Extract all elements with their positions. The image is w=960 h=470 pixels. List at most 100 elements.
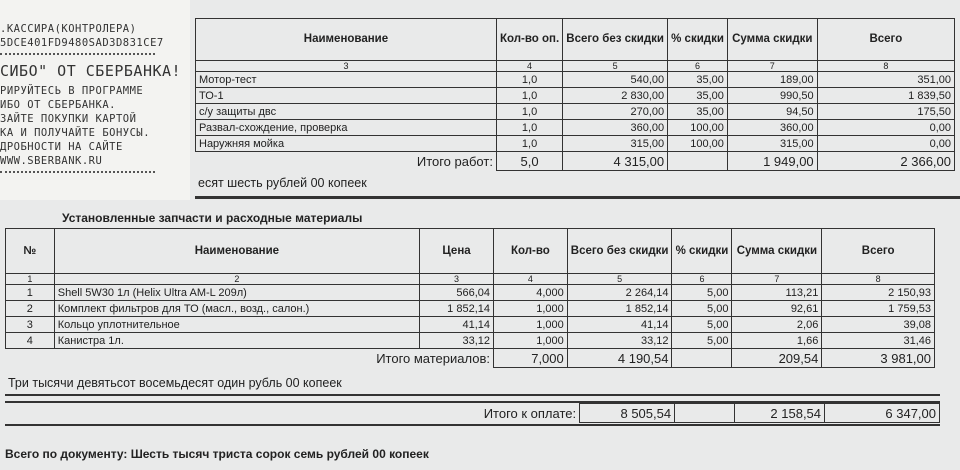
total-discount: 209,54 (731, 348, 823, 368)
receipt-line: ДРОБНОСТИ НА САЙТЕ (0, 141, 123, 153)
table-cell: 1 852,14 (419, 300, 494, 317)
receipt-line: ЗАЙТЕ ПОКУПКИ КАРТОЙ (0, 113, 137, 125)
table-cell: 1 839,50 (816, 87, 956, 104)
table-cell: 1,0 (495, 71, 564, 88)
receipt-strip: .КАССИРА(КОНТРОЛЕРА) 5DCE401FD9480SAD3D8… (0, 0, 190, 200)
table-cell: 540,00 (562, 71, 669, 88)
column-header: Кол-во (493, 228, 568, 274)
column-header: Кол-во оп. (495, 18, 564, 61)
table-cell: 3 (5, 316, 55, 333)
receipt-line: .КАССИРА(КОНТРОЛЕРА) (0, 23, 137, 35)
column-number: 3 (195, 60, 497, 72)
table-cell: 175,50 (816, 103, 956, 120)
table-cell: Наружняя мойка (195, 135, 497, 152)
table-cell: Кольцо уплотнительное (53, 316, 421, 333)
total-no-discount: 4 190,54 (566, 348, 673, 368)
table-cell: 113,21 (731, 284, 823, 301)
payment-discount: 2 158,54 (734, 403, 826, 423)
column-number: 3 (419, 273, 494, 285)
table-row: 1 Shell 5W30 1л (Helix Ultra AM-L 209л) 56… (5, 284, 935, 301)
table-cell: 360,00 (726, 119, 818, 136)
column-number: 6 (671, 273, 733, 285)
table-row: Наружняя мойка 1,0 315,00 100,00 315,00 0,00 (195, 135, 956, 152)
payment-no-discount: 8 505,54 (579, 403, 676, 423)
table-row: ТО-1 1,0 2 830,00 35,00 990,50 1 839,50 (195, 87, 956, 104)
receipt-line: КА И ПОЛУЧАЙТЕ БОНУСЫ. (0, 127, 151, 139)
table-cell: Развал-схождение, проверка (195, 119, 497, 136)
table-row: 3 Кольцо уплотнительное 41,14 1,000 41,14 5,0… (5, 316, 935, 333)
table-cell: 41,14 (566, 316, 673, 333)
table-cell: 1 (5, 284, 55, 301)
column-number: 5 (566, 273, 673, 285)
column-number: 5 (562, 60, 669, 72)
column-number: 4 (495, 60, 564, 72)
table-cell: 2 150,93 (821, 284, 935, 301)
table-row: с/у защиты двс 1,0 270,00 35,00 94,50 175,50 (195, 103, 956, 120)
total-no-discount: 4 315,00 (562, 151, 669, 171)
column-header: Всего без скидки (566, 228, 673, 274)
table-cell: 1,000 (493, 316, 568, 333)
receipt-line: СИБО" ОТ СБЕРБАНКА! (0, 62, 182, 80)
total-qty: 7,000 (493, 348, 568, 368)
table-cell: 33,12 (419, 332, 494, 349)
table-cell: 5,00 (671, 332, 733, 349)
receipt-line: 5DCE401FD9480SAD3D831CE7 (0, 37, 164, 49)
parts-table: № Наименование Цена Кол-во Всего без скидки%… (5, 228, 935, 368)
table-cell: 35,00 (667, 71, 728, 88)
table-cell: 4,000 (493, 284, 568, 301)
column-header: Всего без скидки (562, 18, 669, 61)
table-row: Развал-схождение, проверка 1,0 360,00 100,0… (195, 119, 956, 136)
table-cell: 1,0 (495, 135, 564, 152)
column-number: 7 (726, 60, 818, 72)
table-cell: 315,00 (726, 135, 818, 152)
total-label: Итого работ: (416, 153, 493, 169)
table-cell: 270,00 (562, 103, 669, 120)
column-header: Сумма скидки (731, 228, 823, 274)
table-row: 4 Канистра 1л. 33,12 1,000 33,12 5,00 1,66 31,4… (5, 332, 935, 349)
table-cell: 94,50 (726, 103, 818, 120)
document-total: Всего по документу: Шесть тысяч триста с… (5, 447, 429, 461)
works-sum-words: есят шесть рублей 00 копеек (198, 176, 367, 190)
parts-title: Установленные запчасти и расходные матер… (62, 211, 363, 225)
table-cell: 1 852,14 (566, 300, 673, 317)
divider (0, 53, 155, 55)
table-row: 2 Комплект фильтров для ТО (масл., возд.,… (5, 300, 935, 317)
column-header: Наименование (53, 228, 421, 274)
divider (5, 424, 940, 426)
table-cell: Мотор-тест (195, 71, 497, 88)
table-cell: 315,00 (562, 135, 669, 152)
table-cell: 990,50 (726, 87, 818, 104)
total-sum: 3 981,00 (821, 348, 935, 368)
table-cell: 351,00 (816, 71, 956, 88)
column-header: Сумма скидки (726, 18, 818, 61)
total-discount: 1 949,00 (726, 151, 818, 171)
column-number: 1 (5, 273, 55, 285)
table-cell: 1,0 (495, 119, 564, 136)
table-cell: 189,00 (726, 71, 818, 88)
column-header: % скидки (671, 228, 733, 274)
table-cell: 2 (5, 300, 55, 317)
table-cell: 0,00 (816, 119, 956, 136)
table-cell: Shell 5W30 1л (Helix Ultra AM-L 209л) (53, 284, 421, 301)
table-cell: 4 (5, 332, 55, 349)
table-cell: 1,000 (493, 300, 568, 317)
table-cell: ТО-1 (195, 87, 497, 104)
payment-sum: 6 347,00 (824, 403, 940, 423)
receipt-line: РИРУЙТЕСЬ В ПРОГРАММЕ (0, 85, 144, 97)
table-cell: 360,00 (562, 119, 669, 136)
table-cell: 2 830,00 (562, 87, 669, 104)
table-cell: 35,00 (667, 87, 728, 104)
table-cell: 100,00 (667, 135, 728, 152)
table-cell: 100,00 (667, 119, 728, 136)
table-cell: 39,08 (821, 316, 935, 333)
works-table: Наименование Кол-во оп. Всего без скидки% … (195, 18, 956, 171)
column-number: 4 (493, 273, 568, 285)
column-number: 2 (53, 273, 421, 285)
column-number: 7 (731, 273, 823, 285)
table-cell: 5,00 (671, 300, 733, 317)
column-header: Всего (821, 228, 935, 274)
table-cell: 1,66 (731, 332, 823, 349)
table-row: Мотор-тест 1,0 540,00 35,00 189,00 351,00 (195, 71, 956, 88)
column-number: 6 (667, 60, 728, 72)
total-label: Итого материалов: (376, 350, 490, 366)
